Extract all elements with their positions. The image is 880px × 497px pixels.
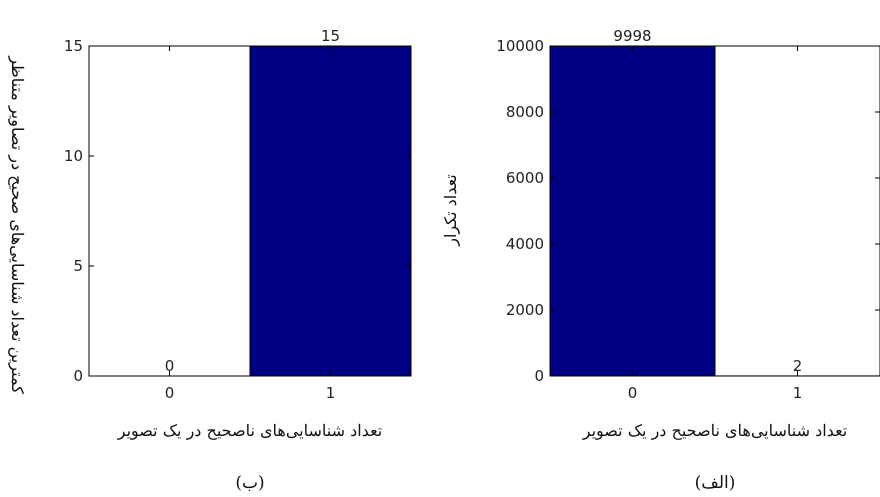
chart-right-y-axis-label: تعداد تکرار [441,174,460,247]
chart-left: 0 5 10 15 0 1 0 15 تعداد شناسایی‌های ناصحیح د… [8,27,412,493]
chart-right-y-tick-label: 4000 [506,235,544,253]
chart-right-x-axis-label: تعداد شناسایی‌های ناصحیح در یک تصویر [582,421,847,440]
chart-left-x-tick-label: 1 [326,384,336,402]
chart-left-y-axis-label: کمترین تعداد شناسایی‌های صحیح در تصاویر … [8,55,27,394]
chart-right-data-label: 9998 [613,27,651,45]
chart-left-bar-1 [249,45,412,377]
chart-right-y-tick-label: 10000 [496,37,544,55]
chart-right-x-tick-label: 1 [793,384,803,402]
chart-right-bar-0 [549,45,716,377]
chart-left-y-tick-label: 15 [64,37,83,55]
chart-right-y-tick-label: 2000 [506,301,544,319]
chart-right: 0 2000 4000 6000 8000 10000 0 1 9998 2 تعداد شن… [441,27,880,493]
chart-right-caption: (الف) [695,473,736,493]
chart-left-data-label: 15 [321,27,340,45]
chart-right-y-tick-label: 6000 [506,169,544,187]
chart-left-caption: (ب) [235,473,264,493]
chart-left-data-label: 0 [165,357,175,375]
chart-right-y-tick-label: 0 [534,367,544,385]
chart-left-x-axis-label: تعداد شناسایی‌های ناصحیح در یک تصویر [117,421,382,440]
chart-left-y-tick-label: 5 [73,257,83,275]
chart-right-data-label: 2 [793,357,803,375]
chart-left-y-tick-label: 10 [64,147,83,165]
chart-right-x-tick-label: 0 [628,384,638,402]
chart-left-x-tick-label: 0 [165,384,175,402]
chart-right-y-tick-label: 8000 [506,103,544,121]
chart-left-y-tick-label: 0 [73,367,83,385]
